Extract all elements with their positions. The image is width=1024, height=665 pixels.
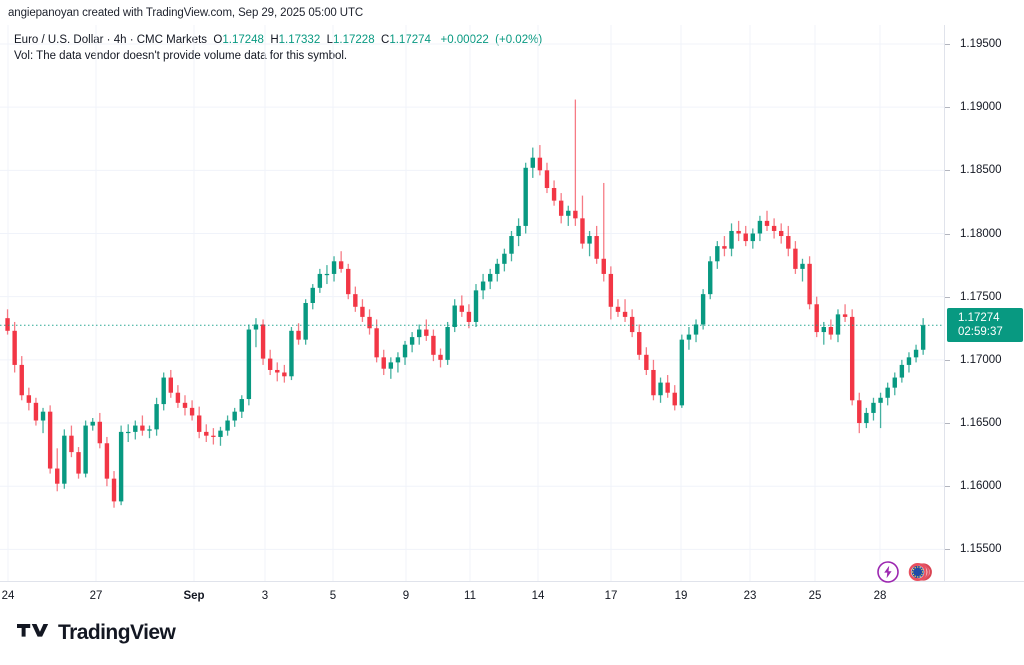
legend-volume-note: Vol: The data vendor doesn't provide vol… bbox=[14, 49, 348, 62]
eur-usd-flags-icon[interactable] bbox=[908, 560, 932, 584]
price-tick-mark bbox=[945, 107, 950, 109]
time-tick-label: 3 bbox=[261, 590, 269, 602]
candlestick-svg bbox=[0, 25, 944, 581]
price-tick-mark bbox=[945, 359, 950, 361]
lightning-bolt-icon[interactable] bbox=[876, 560, 900, 584]
tradingview-logo-icon bbox=[17, 624, 49, 637]
price-tick-mark bbox=[945, 549, 950, 551]
chart-plot-area[interactable] bbox=[0, 25, 944, 581]
bar-countdown-timer: 02:59:37 bbox=[958, 326, 1003, 339]
price-tick-mark bbox=[945, 43, 950, 45]
legend-line-main: Euro / U.S. Dollar · 4h · CMC Markets O1… bbox=[14, 33, 542, 49]
legend-close-label: C bbox=[381, 34, 390, 46]
time-tick-label: 24 bbox=[1, 590, 15, 602]
chart-float-icons bbox=[876, 554, 932, 590]
price-tick-label: 1.17000 bbox=[945, 354, 1002, 366]
time-tick-label: 27 bbox=[89, 590, 103, 602]
time-tick-label: 5 bbox=[329, 590, 337, 602]
price-tick-label: 1.16500 bbox=[945, 417, 1002, 429]
legend-change: +0.00022 bbox=[440, 34, 489, 46]
gridlines bbox=[0, 25, 944, 581]
time-tick-label: 25 bbox=[808, 590, 822, 602]
price-tick-label: 1.19000 bbox=[945, 101, 1002, 113]
time-tick-label: 28 bbox=[873, 590, 887, 602]
current-price-badge[interactable]: 1.17274 02:59:37 bbox=[947, 308, 1023, 343]
time-tick-label: 14 bbox=[531, 590, 545, 602]
time-tick-label: 17 bbox=[604, 590, 618, 602]
tradingview-wordmark: TradingView bbox=[58, 621, 176, 644]
price-tick-label: 1.16000 bbox=[945, 480, 1002, 492]
legend-high-value: 1.17332 bbox=[278, 34, 321, 46]
legend-interval[interactable]: 4h bbox=[113, 34, 127, 46]
tradingview-logo[interactable]: TradingView bbox=[17, 621, 176, 644]
legend-symbol[interactable]: Euro / U.S. Dollar bbox=[14, 34, 104, 46]
legend-exchange: CMC Markets bbox=[136, 34, 208, 46]
time-tick-label: 11 bbox=[464, 590, 476, 602]
price-tick-mark bbox=[945, 423, 950, 425]
legend-open-value: 1.17248 bbox=[222, 34, 264, 46]
time-tick-label: 23 bbox=[743, 590, 757, 602]
time-tick-label: Sep bbox=[183, 590, 205, 602]
price-tick-mark bbox=[945, 486, 950, 488]
legend-sep-1: · bbox=[103, 34, 114, 46]
legend-sep-2: · bbox=[126, 34, 137, 46]
price-tick-label: 1.18500 bbox=[945, 164, 1002, 176]
price-axis[interactable]: 1.19500 1.19000 1.18500 1.18000 1.17500 1.170… bbox=[944, 25, 1024, 581]
price-tick-mark bbox=[945, 170, 950, 172]
time-tick-label: 9 bbox=[402, 590, 410, 602]
price-tick-label: 1.18000 bbox=[945, 228, 1002, 240]
chart-legend: Euro / U.S. Dollar · 4h · CMC Markets O1… bbox=[14, 33, 542, 64]
candles bbox=[5, 99, 926, 508]
watermark-text: angiepanoyan created with TradingView.co… bbox=[8, 7, 364, 19]
time-tick-label: 19 bbox=[674, 590, 688, 602]
price-tick-label: 1.15500 bbox=[945, 543, 1002, 555]
legend-close-value: 1.17274 bbox=[389, 34, 431, 46]
price-tick-mark bbox=[945, 296, 950, 298]
price-tick-label: 1.17500 bbox=[945, 291, 1002, 303]
legend-low-value: 1.17228 bbox=[333, 34, 375, 46]
legend-high-label: H bbox=[270, 34, 279, 46]
legend-change-percent: (+0.02%) bbox=[495, 34, 543, 46]
current-price-value: 1.17274 bbox=[958, 312, 1000, 325]
legend-open-label: O bbox=[213, 34, 223, 46]
price-tick-mark bbox=[945, 233, 950, 235]
price-tick-label: 1.19500 bbox=[945, 38, 1002, 50]
legend-low-label: L bbox=[326, 34, 334, 46]
time-axis[interactable]: 24 27 Sep 3 5 9 11 14 17 19 23 25 28 bbox=[0, 581, 1024, 609]
